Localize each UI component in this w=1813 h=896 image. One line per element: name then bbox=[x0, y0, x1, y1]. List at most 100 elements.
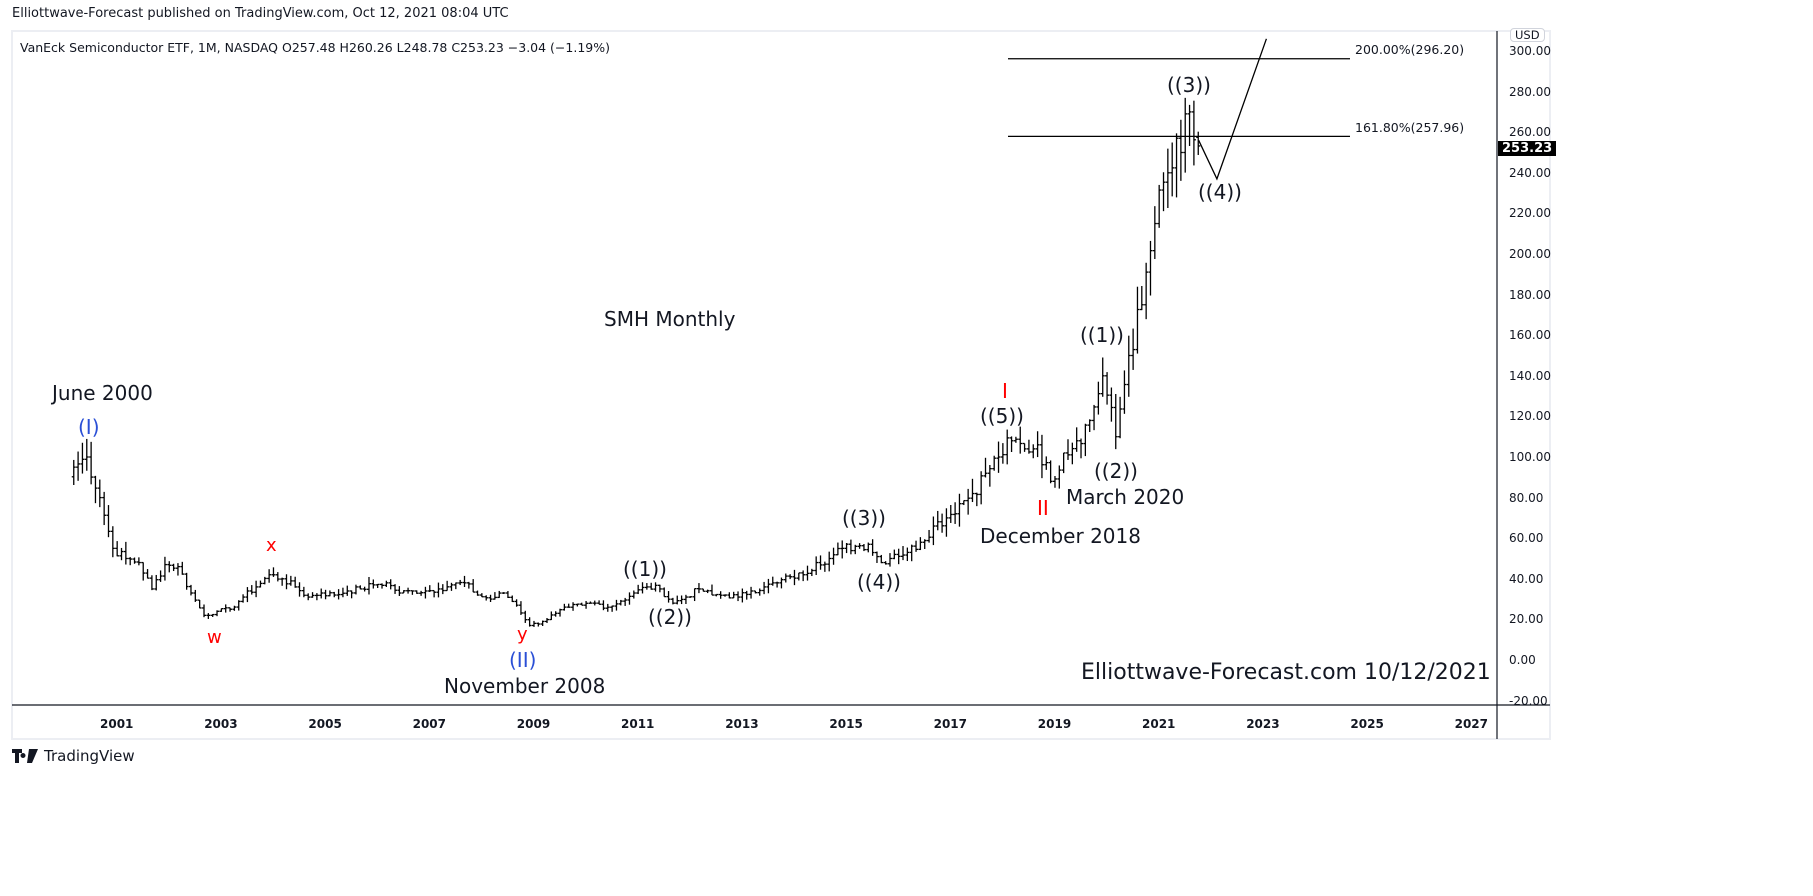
price-tick-label: 220.00 bbox=[1509, 206, 1551, 221]
fib-200-label: 200.00%(296.20) bbox=[1355, 42, 1465, 57]
price-bar bbox=[1183, 97, 1188, 173]
price-bar bbox=[71, 459, 76, 485]
price-bar bbox=[966, 488, 971, 515]
price-bar bbox=[471, 579, 476, 593]
wave-1-2011-label: ((1)) bbox=[623, 557, 667, 581]
price-bar bbox=[1035, 431, 1040, 458]
price-bar bbox=[366, 576, 371, 595]
price-bar bbox=[349, 590, 354, 599]
price-bar bbox=[1126, 335, 1131, 397]
price-bar bbox=[215, 610, 220, 617]
price-bar bbox=[905, 547, 910, 562]
price-bar bbox=[462, 575, 467, 587]
tradingview-logo-icon bbox=[12, 749, 38, 763]
price-bar bbox=[579, 602, 584, 606]
price-tick-label: 200.00 bbox=[1509, 247, 1551, 261]
price-bar bbox=[123, 541, 128, 565]
price-bar bbox=[553, 611, 558, 617]
price-bar bbox=[1178, 119, 1183, 181]
price-bar bbox=[275, 572, 280, 582]
price-bar bbox=[618, 599, 623, 606]
price-bar bbox=[393, 584, 398, 594]
tradingview-logo[interactable]: TradingView bbox=[12, 747, 135, 765]
price-bar bbox=[675, 595, 680, 605]
price-bar bbox=[284, 574, 289, 590]
price-bar bbox=[601, 600, 606, 611]
price-bar bbox=[688, 596, 693, 598]
price-bar bbox=[992, 455, 997, 471]
price-bar bbox=[271, 567, 276, 577]
price-bar bbox=[644, 583, 649, 590]
price-bar bbox=[636, 584, 641, 595]
price-bar bbox=[280, 577, 285, 586]
price-bar bbox=[801, 570, 806, 582]
time-tick-label: 2017 bbox=[933, 717, 967, 731]
chart-panel[interactable] bbox=[11, 30, 1551, 740]
price-bar bbox=[136, 557, 141, 566]
price-bar bbox=[827, 551, 832, 572]
price-bar bbox=[340, 587, 345, 598]
price-tick-label: 60.00 bbox=[1509, 531, 1544, 546]
price-bar bbox=[879, 554, 884, 564]
currency-badge[interactable]: USD bbox=[1510, 28, 1545, 42]
price-bar bbox=[306, 593, 311, 601]
price-bar bbox=[128, 557, 133, 566]
price-bar bbox=[970, 478, 975, 503]
price-bar bbox=[1152, 206, 1157, 260]
price-bar bbox=[154, 574, 159, 591]
price-bar bbox=[892, 549, 897, 560]
price-bar bbox=[814, 556, 819, 576]
price-bar bbox=[1135, 286, 1140, 354]
price-bar bbox=[584, 600, 589, 609]
wave-I-label: (I) bbox=[78, 415, 100, 439]
price-bar bbox=[696, 583, 701, 594]
price-bar bbox=[380, 583, 385, 589]
price-tick-label: 140.00 bbox=[1509, 368, 1551, 383]
wave-II-label: (II) bbox=[509, 648, 537, 672]
nov-2008-label: November 2008 bbox=[444, 674, 606, 698]
price-bar bbox=[314, 593, 319, 601]
price-bar bbox=[805, 565, 810, 581]
price-bar bbox=[1026, 439, 1031, 454]
price-bar bbox=[740, 588, 745, 603]
price-bar bbox=[514, 599, 519, 607]
price-tick-label: 240.00 bbox=[1509, 165, 1551, 180]
price-bar bbox=[597, 600, 602, 605]
price-bar bbox=[232, 605, 237, 611]
price-bar bbox=[736, 591, 741, 602]
price-bar bbox=[93, 475, 98, 504]
price-bar bbox=[783, 573, 788, 583]
price-bar bbox=[549, 611, 554, 621]
price-bar bbox=[948, 504, 953, 523]
price-bar bbox=[193, 589, 198, 602]
price-bar bbox=[779, 577, 784, 589]
price-bar bbox=[171, 563, 176, 572]
price-bar bbox=[228, 607, 233, 612]
price-bar bbox=[149, 575, 154, 591]
price-bar bbox=[979, 471, 984, 505]
symbol-legend: VanEck Semiconductor ETF, 1M, NASDAQ O25… bbox=[20, 40, 610, 55]
price-bar bbox=[188, 584, 193, 596]
price-bar bbox=[1044, 456, 1049, 470]
price-bar bbox=[1170, 142, 1175, 197]
price-bar bbox=[1187, 104, 1192, 146]
price-bar bbox=[484, 595, 489, 601]
price-bar bbox=[1022, 442, 1027, 452]
price-bar bbox=[449, 582, 454, 591]
price-bar bbox=[840, 540, 845, 559]
time-tick-label: 2009 bbox=[516, 717, 551, 731]
price-bar bbox=[353, 584, 358, 595]
price-bar bbox=[727, 592, 732, 599]
price-bar bbox=[588, 601, 593, 604]
price-tick-label: -20.00 bbox=[1509, 693, 1548, 708]
price-bar bbox=[610, 605, 615, 612]
price-bar bbox=[540, 620, 545, 627]
price-bar bbox=[362, 586, 367, 592]
price-bar bbox=[714, 593, 719, 597]
price-bar bbox=[1052, 476, 1057, 488]
price-bar bbox=[1018, 426, 1023, 454]
last-price-tag: 253.23 bbox=[1498, 141, 1557, 156]
price-bar bbox=[158, 570, 163, 582]
price-bar bbox=[175, 563, 180, 576]
